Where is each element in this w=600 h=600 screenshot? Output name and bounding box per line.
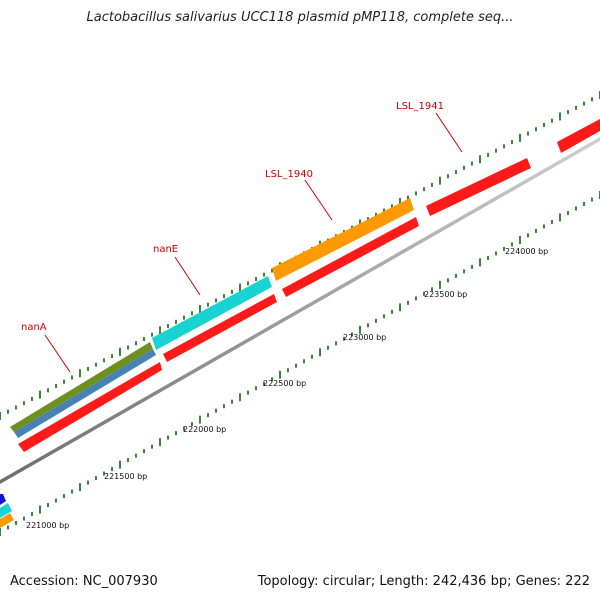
gene-arrow-red-2[interactable] [163,294,277,362]
scale-label-224000: 224000 bp [505,247,548,256]
scale-label-223500: 223500 bp [424,290,467,299]
topology-summary: Topology: circular; Length: 242,436 bp; … [257,574,590,589]
gene-label-LSL_1940: LSL_1940 [265,169,313,180]
gene-arrow-red-1[interactable] [18,362,162,452]
gene-label-LSL_1941: LSL_1941 [396,101,444,112]
gene-arrow-red-4[interactable] [426,158,531,216]
gene-label-nanA: nanA [21,322,47,333]
gene-cyan-partial[interactable] [0,503,12,518]
gene-blue-partial[interactable] [0,494,6,505]
gene-arrow-red-5[interactable] [557,119,600,153]
scale-label-223000: 223000 bp [343,333,386,342]
leader-nanA [44,334,71,373]
gene-label-nanE: nanE [153,244,178,255]
backbone-line [0,137,600,484]
gene-arrow-red-3[interactable] [282,217,419,297]
gene-nanA-outer[interactable] [10,342,153,432]
scale-label-221000: 221000 bp [26,521,69,530]
gene-LSL_1940[interactable] [272,198,414,281]
gene-nanA-inner[interactable] [14,349,156,438]
gene-nanE[interactable] [152,276,272,350]
accession-text: Accession: NC_007930 [10,574,158,589]
leader-nanE [174,256,201,296]
leader-LSL_1940 [304,179,333,221]
scale-label-222500: 222500 bp [263,379,306,388]
leader-LSL_1941 [435,112,463,153]
scale-label-222000: 222000 bp [183,425,226,434]
scale-label-221500: 221500 bp [104,472,147,481]
gene-orange-partial[interactable] [0,513,14,528]
inner-tick-row [0,191,600,536]
map-title: Lactobacillus salivarius UCC118 plasmid … [86,10,514,25]
